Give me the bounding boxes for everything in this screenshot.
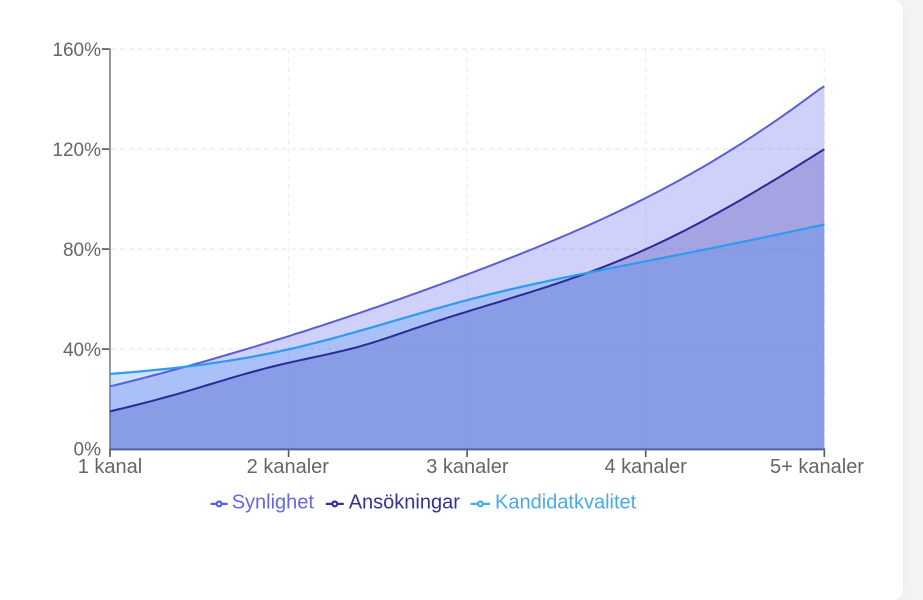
svg-text:Synlighet: Synlighet (232, 491, 315, 513)
svg-text:0%: 0% (74, 440, 102, 461)
svg-text:80%: 80% (63, 240, 101, 261)
svg-text:1 kanal: 1 kanal (78, 456, 143, 478)
svg-text:3 kanaler: 3 kanaler (426, 456, 509, 478)
svg-text:5+ kanaler: 5+ kanaler (770, 456, 864, 478)
svg-text:160%: 160% (52, 40, 101, 61)
svg-text:Ansökningar: Ansökningar (349, 491, 461, 513)
svg-text:4 kanaler: 4 kanaler (604, 456, 687, 478)
svg-text:2 kanaler: 2 kanaler (247, 456, 330, 478)
svg-text:Kandidatkvalitet: Kandidatkvalitet (495, 491, 637, 513)
svg-text:40%: 40% (63, 340, 101, 361)
svg-text:120%: 120% (52, 140, 101, 161)
